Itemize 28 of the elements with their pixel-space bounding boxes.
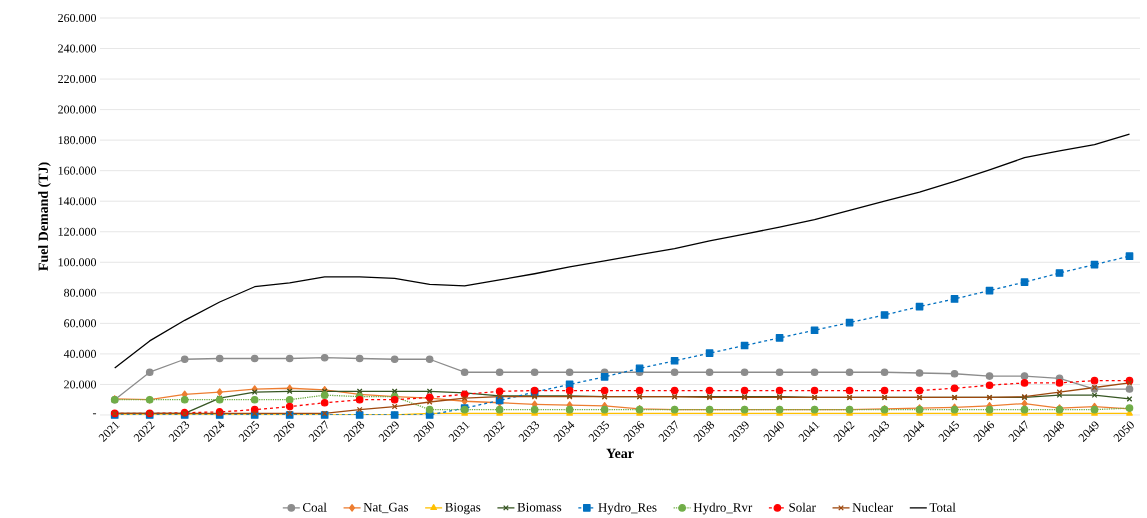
x-tick-label: 2041 xyxy=(798,421,820,443)
y-tick-label: 260.000 xyxy=(58,13,97,23)
legend-label: Total xyxy=(929,502,956,512)
legend-label: Nat_Gas xyxy=(363,502,409,514)
y-axis-title: Fuel Demand (TJ) xyxy=(38,162,51,271)
legend-label: Hydro_Rvr xyxy=(693,502,753,515)
y-tick-label: 160.000 xyxy=(58,166,97,175)
legend-label: Solar xyxy=(789,502,816,512)
y-tick-label: 200.000 xyxy=(58,105,97,114)
y-tick-label: - xyxy=(92,413,97,415)
y-tick-label: 100.000 xyxy=(58,258,97,267)
y-tick-label: 140.000 xyxy=(58,197,97,206)
y-tick-label: 60.000 xyxy=(64,319,97,328)
y-tick-label: 180.000 xyxy=(58,136,97,145)
y-tick-label: 20.000 xyxy=(64,380,97,389)
x-tick-label: 2031 xyxy=(448,421,470,443)
x-tick-label: 2021 xyxy=(98,421,120,443)
y-tick-label: 220.000 xyxy=(58,75,97,84)
y-tick-label: 120.000 xyxy=(58,227,97,236)
y-tick-label: 80.000 xyxy=(64,288,97,297)
legend-label: Coal xyxy=(302,502,327,512)
legend-label: Biomass xyxy=(517,502,562,512)
legend-label: Hydro_Res xyxy=(598,502,657,515)
x-axis-title: Year xyxy=(606,448,634,459)
y-tick-label: 40.000 xyxy=(63,349,97,358)
y-tick-label: 240.000 xyxy=(58,44,97,53)
legend-label: Nuclear xyxy=(852,502,894,512)
legend-label: Biogas xyxy=(445,502,481,515)
